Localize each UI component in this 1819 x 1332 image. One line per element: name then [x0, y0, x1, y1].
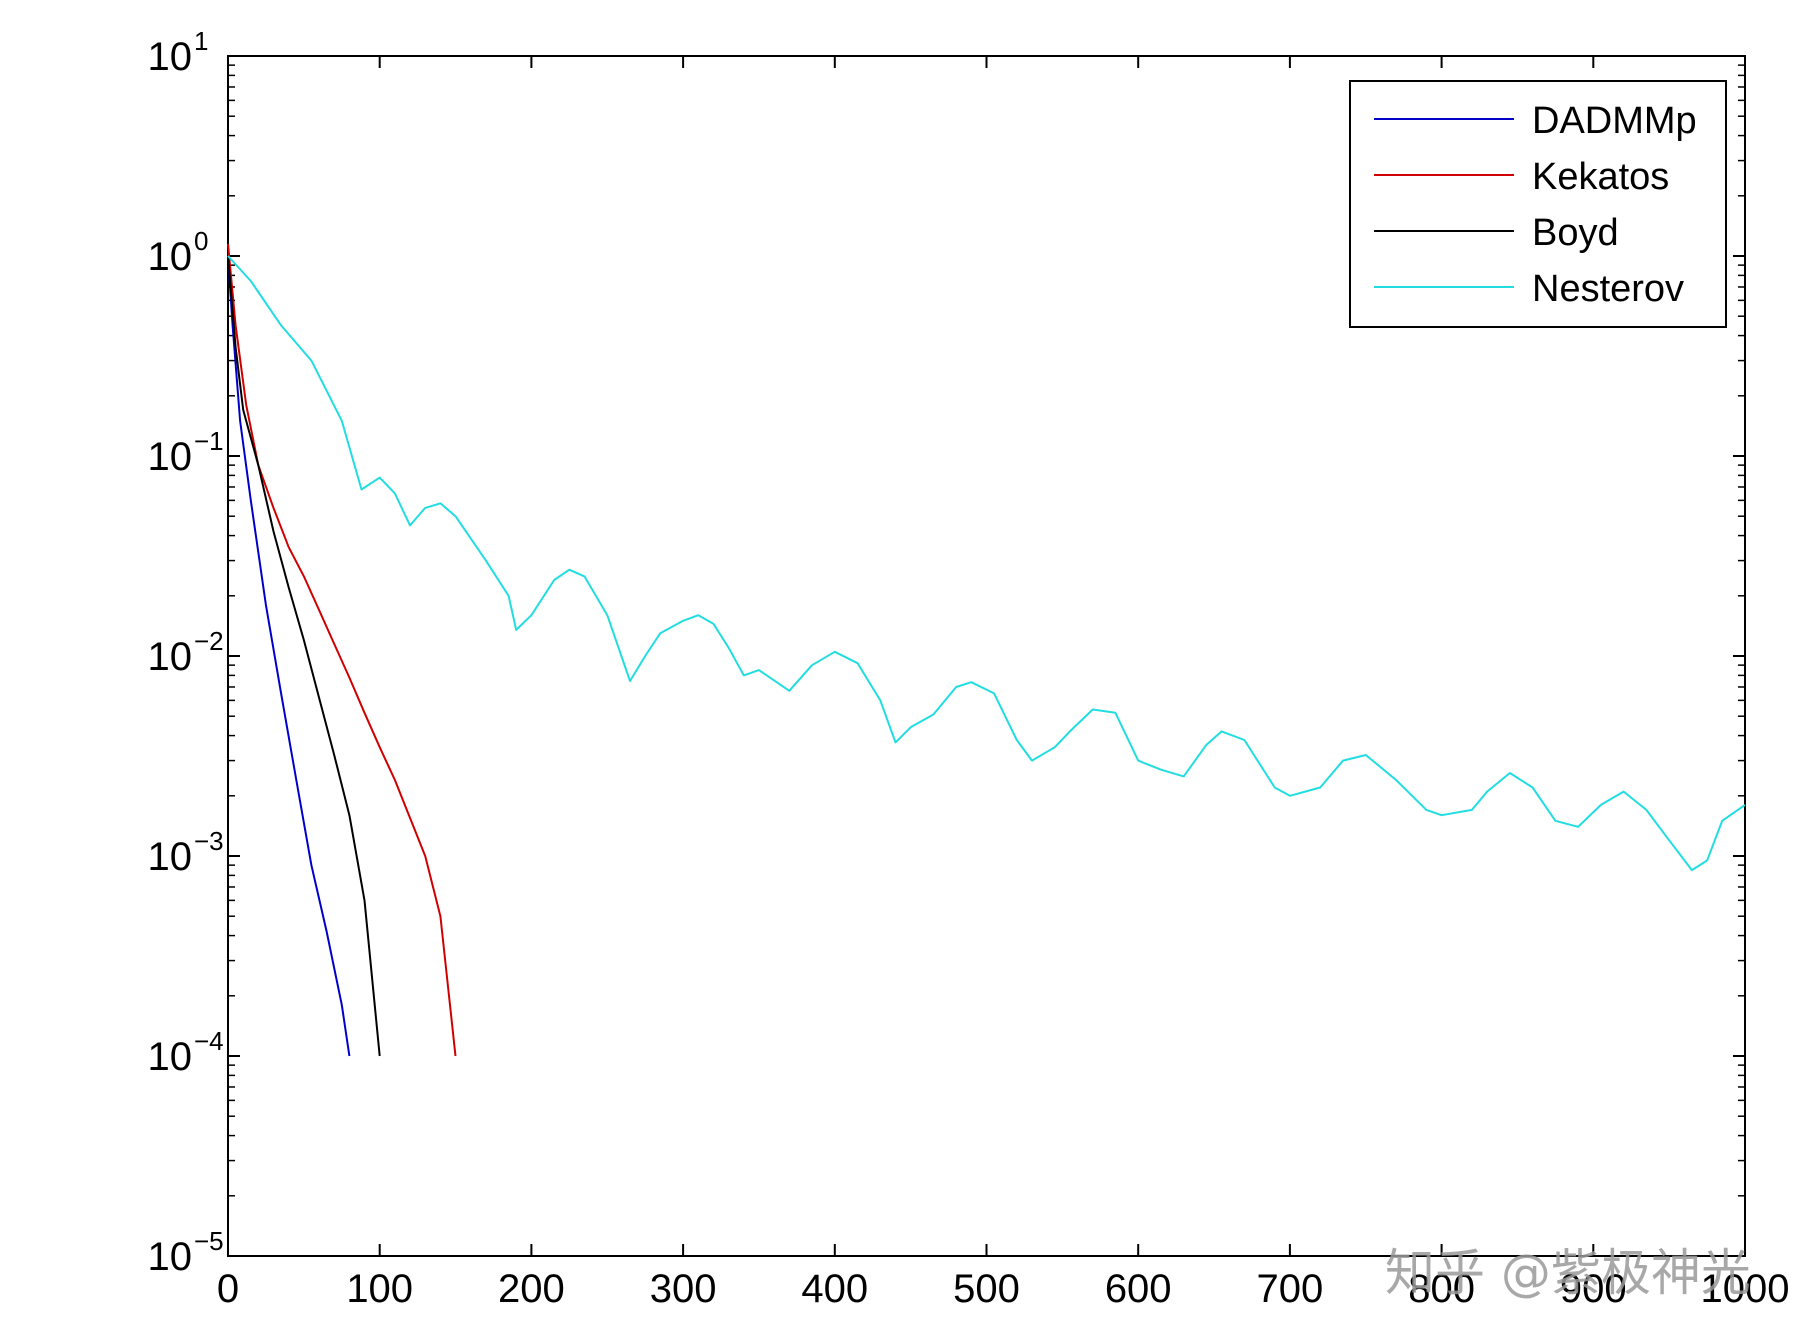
series-line-boyd [227, 255, 381, 1057]
series-line-dadmmp [227, 255, 351, 1057]
y-tick-exponent: −1 [194, 426, 224, 456]
y-tick-exponent: 1 [194, 26, 208, 56]
y-tick-label: 10 [148, 35, 193, 79]
y-tick-exponent: −2 [194, 626, 224, 656]
y-tick-exponent: −4 [194, 1026, 224, 1056]
y-tick-label: 10 [148, 235, 193, 279]
legend-label-nesterov: Nesterov [1532, 268, 1684, 310]
y-tick-exponent: −3 [194, 826, 224, 856]
y-tick-label: 10 [148, 635, 193, 679]
y-tick-exponent: −5 [194, 1226, 224, 1256]
series-line-kekatos [227, 243, 457, 1057]
y-tick-label: 10 [148, 1235, 193, 1279]
x-tick-label: 500 [953, 1267, 1020, 1311]
series-line-nesterov [227, 255, 1746, 872]
y-minor-ticks [228, 64, 1745, 1197]
y-tick-label: 10 [148, 1035, 193, 1079]
x-tick-label: 900 [1560, 1267, 1627, 1311]
x-tick-label: 300 [650, 1267, 717, 1311]
y-tick-label: 10 [148, 435, 193, 479]
legend-label-boyd: Boyd [1532, 212, 1619, 254]
x-tick-label: 0 [217, 1267, 239, 1311]
x-tick-label: 400 [801, 1267, 868, 1311]
legend-label-kekatos: Kekatos [1532, 156, 1669, 198]
x-axis-ticks: 0 100 200 300 400 500 600 700 800 900 1000 [217, 56, 1790, 1311]
x-tick-label: 700 [1257, 1267, 1324, 1311]
legend: DADMMp Kekatos Boyd Nesterov [1349, 80, 1727, 328]
x-tick-label: 200 [498, 1267, 565, 1311]
watermark-text: 知乎 @紫极神光 [1385, 1244, 1751, 1302]
series-layer [227, 243, 1746, 1057]
y-tick-label: 10 [148, 835, 193, 879]
legend-label-dadmmp: DADMMp [1532, 100, 1697, 142]
y-tick-exponent: 0 [194, 226, 208, 256]
plot-area: 0 100 200 300 400 500 600 700 800 900 1000 10 110 01… [148, 26, 1790, 1311]
x-tick-label: 600 [1105, 1267, 1172, 1311]
x-tick-label: 1000 [1701, 1267, 1790, 1311]
x-tick-label: 100 [346, 1267, 413, 1311]
x-tick-label: 800 [1408, 1267, 1475, 1311]
